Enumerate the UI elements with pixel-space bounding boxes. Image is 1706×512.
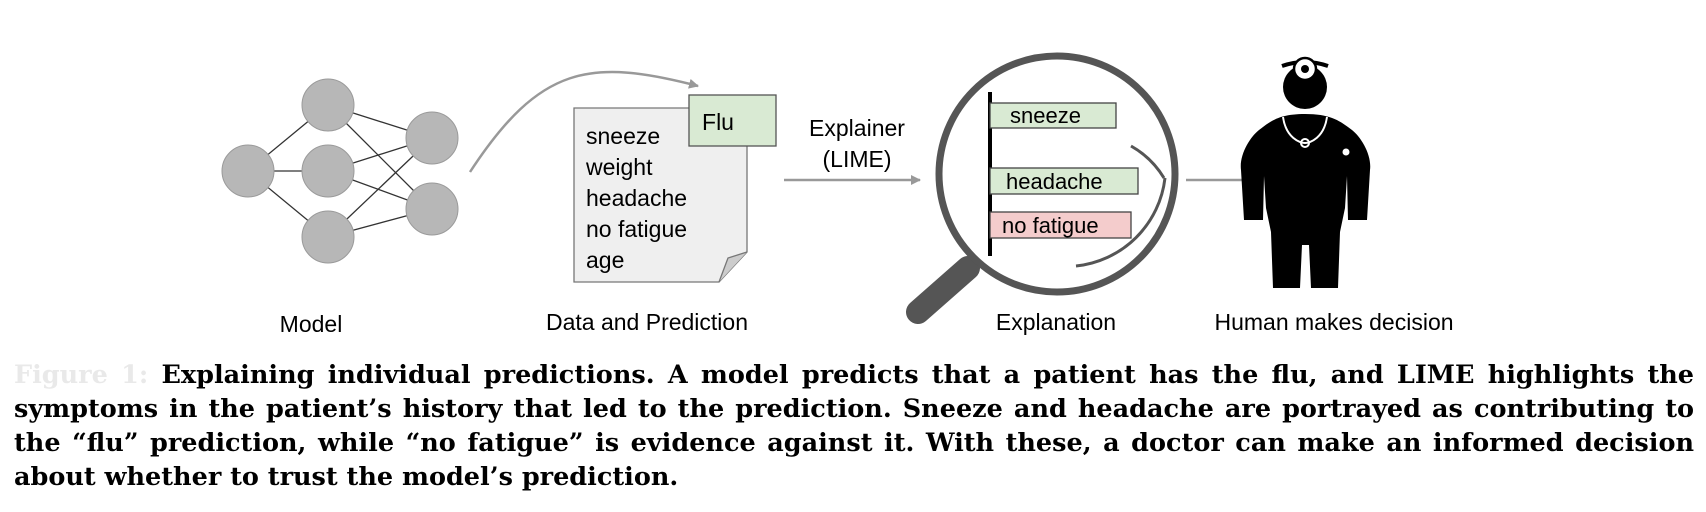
feature-item: age — [586, 247, 624, 273]
explanation-bar — [989, 167, 1139, 195]
prediction-label: Flu — [702, 109, 734, 135]
feature-list: sneeze weight headache no fatigue age — [585, 123, 687, 273]
curved-arrow-icon — [468, 70, 699, 173]
figure-caption: Figure 1: Explaining individual predicti… — [14, 358, 1694, 494]
prediction-box — [688, 94, 777, 147]
explanation-bar-label: sneeze — [1010, 103, 1081, 128]
hidden-node — [301, 210, 355, 264]
explainer-method-label: (LIME) — [823, 146, 892, 172]
hidden-node — [301, 144, 355, 198]
doctor-icon — [1240, 56, 1371, 288]
explanation-bar — [989, 102, 1117, 129]
explanation-label: Explanation — [996, 309, 1116, 335]
model-label: Model — [280, 311, 343, 337]
feature-item: sneeze — [586, 123, 660, 149]
model-network-icon — [221, 78, 459, 264]
data-prediction-label: Data and Prediction — [546, 309, 748, 335]
output-node — [405, 111, 459, 165]
caption-lead: Figure 1: — [14, 360, 149, 390]
lime-diagram: Model sneeze weight headache no fatigue … — [221, 52, 1454, 337]
feature-item: no fatigue — [586, 216, 687, 242]
hidden-node — [301, 78, 355, 132]
explanation-bars: sneeze headache no fatigue — [989, 102, 1139, 239]
human-decision-label: Human makes decision — [1214, 309, 1453, 335]
feature-item: headache — [586, 185, 687, 211]
input-node — [221, 144, 275, 198]
explanation-bar-label: no fatigue — [1002, 213, 1099, 238]
explanation-bar — [989, 211, 1132, 239]
document-icon — [573, 107, 748, 283]
explanation-bar-label: headache — [1006, 169, 1103, 194]
caption-text: Explaining individual predictions. A mod… — [14, 360, 1694, 492]
explainer-label: Explainer — [809, 115, 905, 141]
feature-item: weight — [585, 154, 653, 180]
output-node — [405, 182, 459, 236]
